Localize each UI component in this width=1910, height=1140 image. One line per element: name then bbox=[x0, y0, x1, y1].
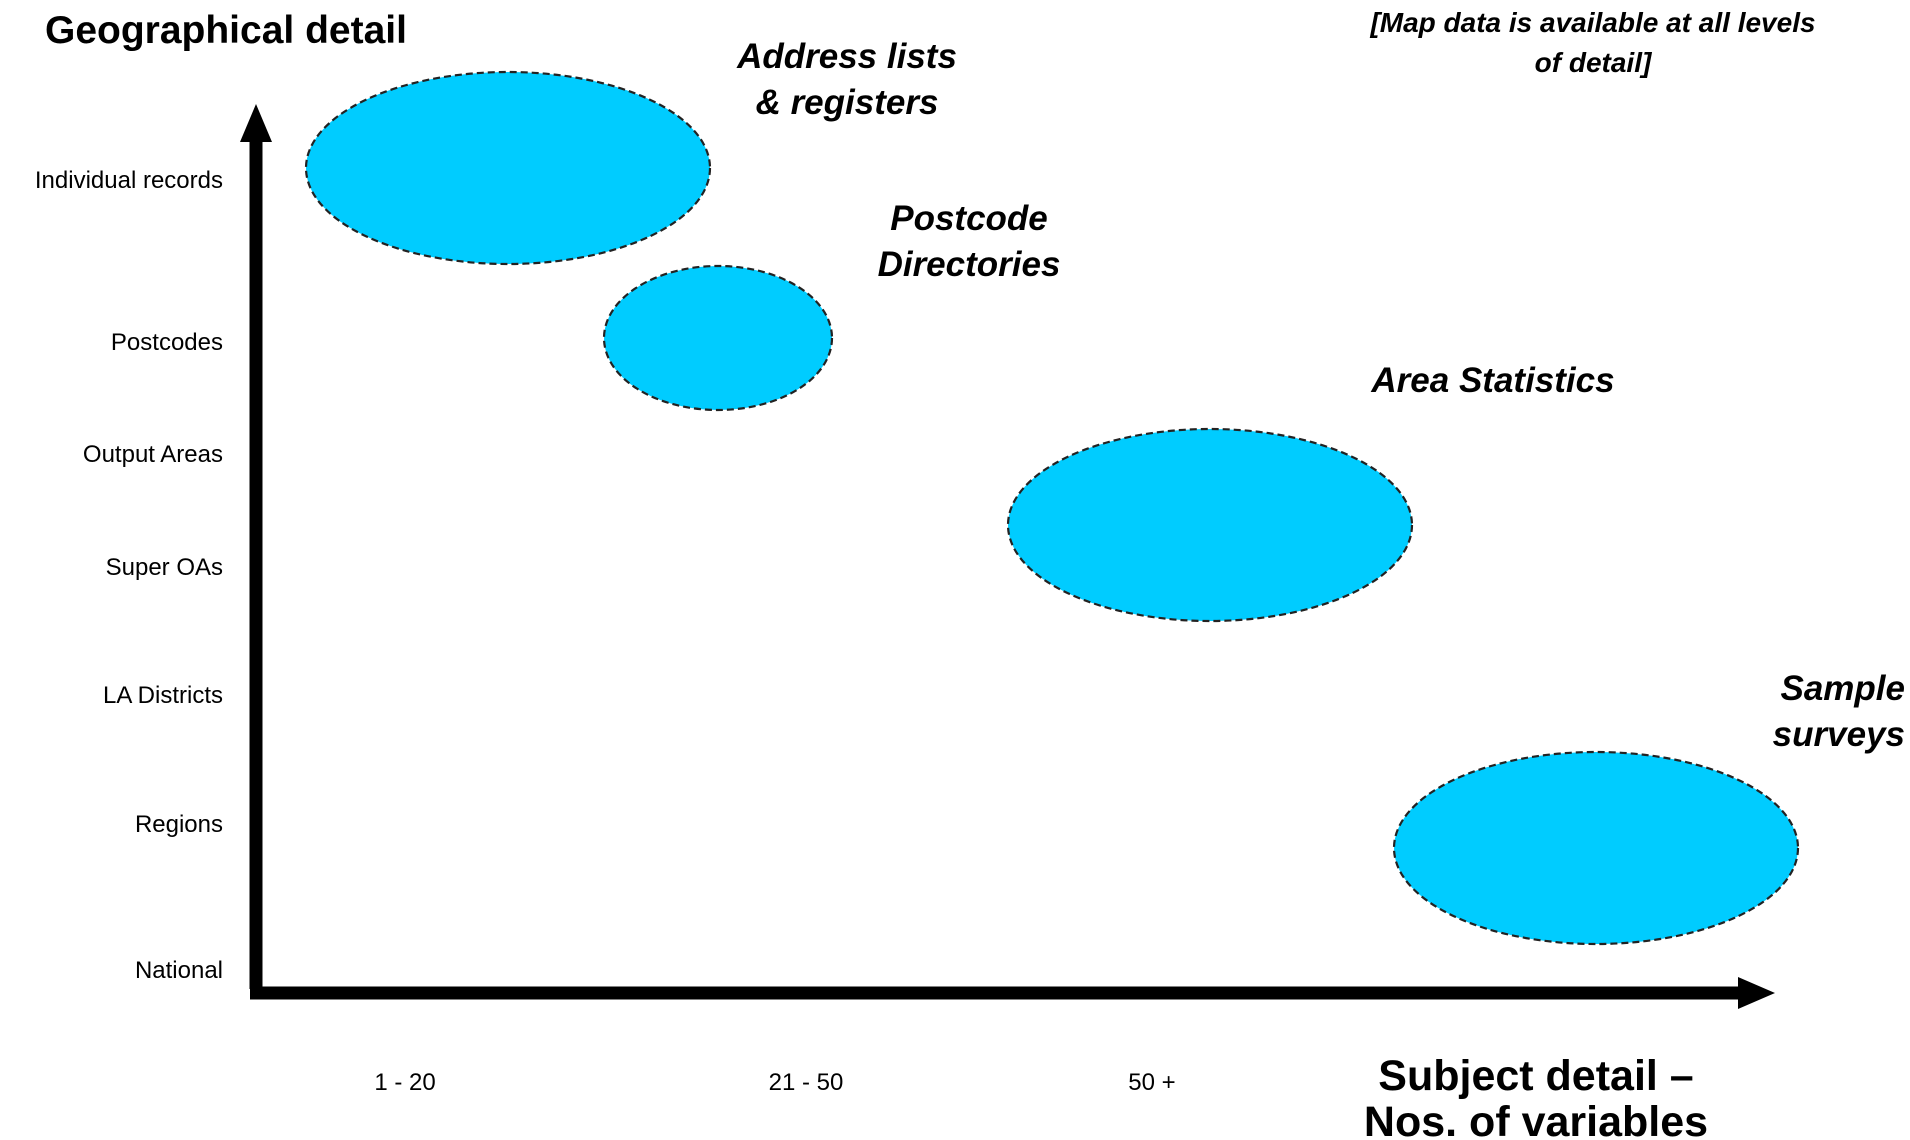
x-label-21-50: 21 - 50 bbox=[769, 1069, 844, 1096]
bubbles bbox=[304, 70, 1800, 946]
label-sample-surveys-line2: surveys bbox=[1773, 715, 1905, 754]
y-label-postcodes: Postcodes bbox=[111, 329, 223, 356]
label-postcode-directories-line1: Postcode bbox=[890, 199, 1048, 238]
y-label-individual-records: Individual records bbox=[35, 167, 223, 194]
label-area-statistics: Area Statistics bbox=[1370, 361, 1614, 400]
y-label-la-districts: LA Districts bbox=[103, 682, 223, 709]
diagram-title: Geographical detail bbox=[45, 9, 407, 52]
x-axis-arrowhead bbox=[1738, 977, 1775, 1009]
map-data-note-line1: [Map data is available at all levels bbox=[1369, 7, 1815, 38]
x-axis-title-line1: Subject detail – bbox=[1378, 1052, 1693, 1100]
bubble-address-lists bbox=[304, 70, 712, 266]
y-axis-labels: Individual records Postcodes Output Area… bbox=[35, 167, 223, 984]
y-axis-arrowhead bbox=[240, 104, 272, 142]
label-sample-surveys-line1: Sample bbox=[1781, 669, 1906, 708]
y-label-regions: Regions bbox=[135, 811, 223, 838]
label-address-lists-line2: & registers bbox=[756, 83, 939, 122]
x-label-50-plus: 50 + bbox=[1128, 1069, 1175, 1096]
bubble-postcode-directories bbox=[602, 264, 834, 412]
y-label-output-areas: Output Areas bbox=[83, 441, 223, 468]
y-label-super-oas: Super OAs bbox=[106, 554, 223, 581]
map-data-note-line2: of detail] bbox=[1535, 47, 1653, 78]
x-label-1-20: 1 - 20 bbox=[374, 1069, 435, 1096]
x-axis-labels: 1 - 20 21 - 50 50 + bbox=[374, 1069, 1175, 1096]
bubble-sample-surveys bbox=[1392, 750, 1800, 946]
label-postcode-directories-line2: Directories bbox=[878, 245, 1061, 284]
x-axis-title-line2: Nos. of variables bbox=[1364, 1098, 1708, 1140]
bubble-area-statistics bbox=[1006, 427, 1414, 623]
label-address-lists-line1: Address lists bbox=[736, 37, 957, 76]
y-label-national: National bbox=[135, 957, 223, 984]
axes bbox=[240, 104, 1775, 1009]
